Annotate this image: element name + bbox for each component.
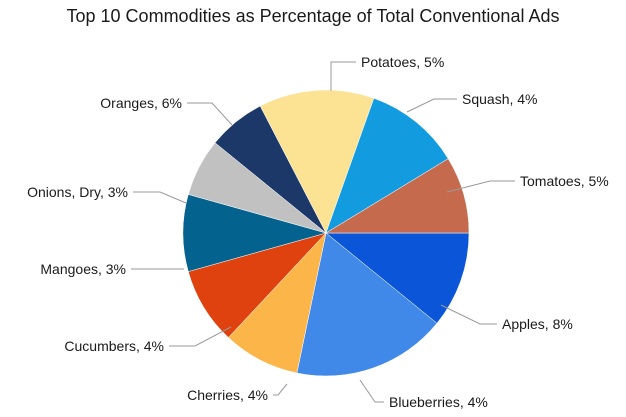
data-label-oranges: Oranges, 6%	[100, 95, 182, 111]
data-label-mangoes: Mangoes, 3%	[40, 261, 126, 277]
data-label-cherries: Cherries, 4%	[187, 387, 268, 403]
leader-line-squash	[406, 98, 457, 113]
leader-line-onions-dry	[133, 191, 187, 204]
leader-line-blueberries	[359, 379, 384, 403]
data-label-onions-dry: Onions, Dry, 3%	[27, 184, 128, 200]
pie-slices	[182, 89, 470, 377]
pie-slice-tomatoes	[325, 232, 470, 324]
data-label-squash: Squash, 4%	[462, 91, 538, 107]
data-label-blueberries: Blueberries, 4%	[389, 394, 488, 410]
pie-slice-squash	[325, 158, 470, 234]
chart-title: Top 10 Commodities as Percentage of Tota…	[66, 6, 560, 26]
leader-lines	[131, 61, 515, 403]
data-labels: Tomatoes, 5% Apples, 8% Blueberries, 4% Che…	[27, 54, 609, 410]
data-label-potatoes: Potatoes, 5%	[361, 54, 444, 70]
leader-line-potatoes	[330, 61, 356, 91]
data-label-tomatoes: Tomatoes, 5%	[520, 173, 609, 189]
leader-line-oranges	[187, 102, 233, 126]
leader-line-cucumbers	[169, 326, 232, 347]
leader-line-tomatoes	[446, 180, 515, 193]
data-label-cucumbers: Cucumbers, 4%	[64, 338, 164, 354]
leader-line-apples	[440, 304, 497, 325]
pie-slice-potatoes	[325, 97, 449, 234]
pie-slice-apples	[296, 232, 438, 377]
leader-line-cherries	[273, 383, 288, 396]
pie-slice-oranges	[259, 89, 375, 234]
data-label-apples: Apples, 8%	[502, 316, 573, 332]
